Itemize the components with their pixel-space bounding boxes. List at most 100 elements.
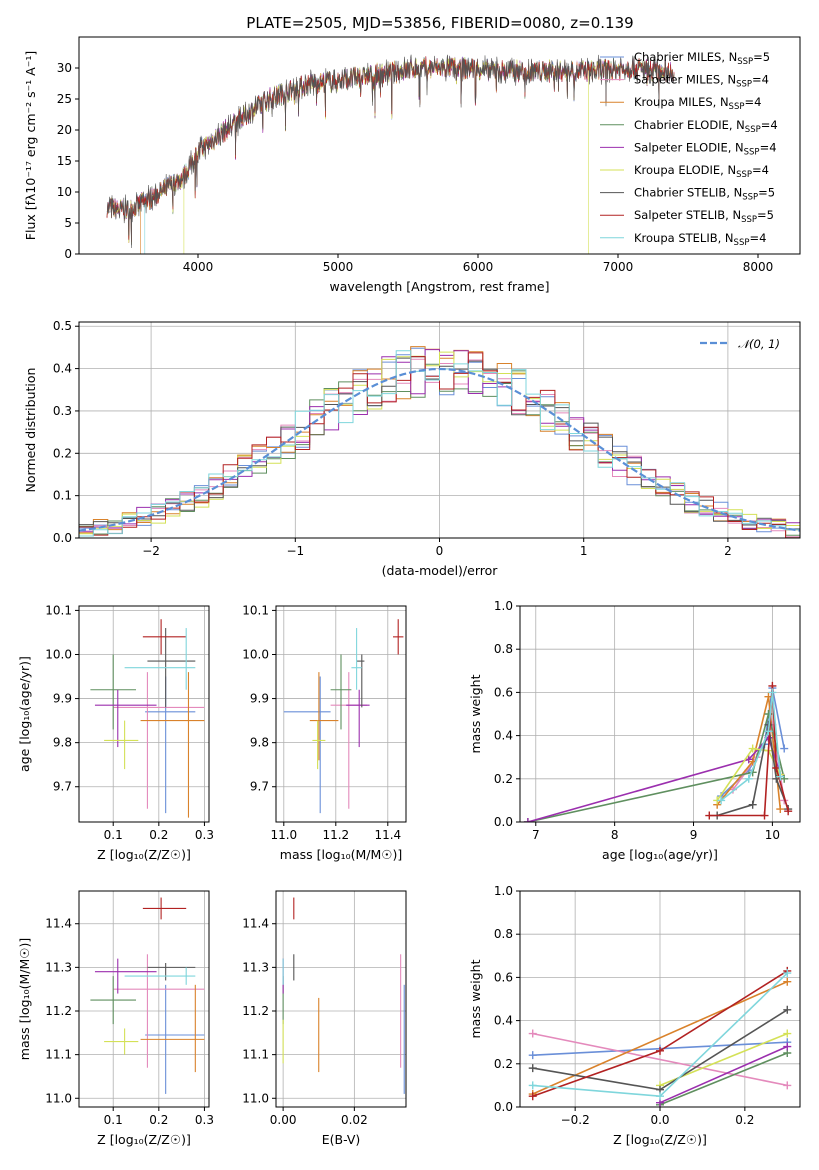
x-tick-label: 0.3: [195, 828, 214, 842]
legend-label: 𝒩(0, 1): [738, 337, 780, 351]
y-tick-label: 0.6: [494, 685, 513, 699]
y-tick-label: 0.2: [494, 1057, 513, 1071]
residual-histogram: [79, 350, 800, 537]
y-tick-label: 10.1: [242, 603, 269, 617]
x-tick-label: 7000: [603, 260, 634, 274]
axes-border: [78, 890, 210, 1108]
spectrum-panel: 4000 5000 6000 7000 8000 0 5 10 15 20 25 30 waveleng…: [23, 36, 801, 294]
residuals-panel: −2 −1 0 1 2 0.0 0.1 0.2 0.3 0.4 0.5 (data-model)/er…: [23, 319, 801, 578]
weight-line: [716, 696, 782, 810]
weight-marker: [705, 811, 714, 820]
y-tick-label: 20: [57, 123, 72, 137]
x-tick-label: 0.2: [149, 1113, 168, 1127]
y-tick-label: 0.8: [494, 927, 513, 941]
x-tick-label: 0.0: [650, 1113, 669, 1127]
legend-label: Salpeter STELIB, NSSP=5: [634, 208, 774, 225]
weight-line: [532, 1032, 788, 1087]
weight-marker: [783, 1042, 792, 1051]
y-tick-label: 0.6: [494, 970, 513, 984]
y-tick-label: 11.3: [242, 960, 269, 974]
spectrum-line: [106, 54, 675, 249]
mass-vs-metallicity-panel: 0.1 0.2 0.3 11.0 11.1 11.2 11.3 11.4 Z [log₁₀(Z/…: [17, 890, 214, 1147]
x-axis-label: wavelength [Angstrom, rest frame]: [329, 279, 549, 294]
x-tick-label: 0.2: [149, 828, 168, 842]
plot-area: [528, 966, 792, 1107]
y-tick-label: 1.0: [494, 884, 513, 898]
y-tick-label: 10: [57, 185, 72, 199]
axes-frame: −2 −1 0 1 2 0.0 0.1 0.2 0.3 0.4 0.5 (data-model)/er…: [23, 319, 801, 578]
weight-line: [527, 713, 785, 822]
legend-label: Salpeter ELODIE, NSSP=4: [634, 140, 777, 157]
y-tick-label: 30: [57, 61, 72, 75]
y-tick-label: 10.1: [45, 603, 72, 617]
y-tick-label: 9.7: [250, 780, 269, 794]
y-tick-label: 11.0: [242, 1091, 269, 1105]
legend-label: Kroupa MILES, NSSP=4: [634, 95, 761, 112]
legend-label: Kroupa ELODIE, NSSP=4: [634, 163, 769, 180]
x-tick-label: 7: [532, 828, 540, 842]
x-tick-label: 8: [611, 828, 619, 842]
x-axis-label: Z [log₁₀(Z/Z☉)]: [97, 847, 191, 862]
y-tick-label: 0.3: [53, 404, 72, 418]
y-tick-label: 11.1: [45, 1048, 72, 1062]
x-tick-label: 0.1: [104, 1113, 123, 1127]
x-tick-label: 11.2: [322, 828, 349, 842]
mass-weight-vs-metallicity-panel: −0.2 0.0 0.2 0.0 0.2 0.4 0.6 0.8 1.0 Z [log₁₀(Z/Z…: [468, 884, 801, 1147]
y-tick-label: 0.4: [494, 1014, 513, 1028]
y-axis-label: mass weight: [468, 674, 483, 753]
weight-line: [659, 1045, 788, 1104]
legend-label: Chabrier ELODIE, NSSP=4: [634, 118, 778, 135]
weight-line: [659, 1052, 788, 1106]
weight-marker: [748, 744, 757, 753]
x-axis-label: E(B-V): [322, 1132, 361, 1147]
weight-marker: [783, 1005, 792, 1014]
x-tick-label: −1: [286, 544, 304, 558]
axes-border: [519, 605, 801, 823]
x-tick-label: 0.3: [195, 1113, 214, 1127]
x-tick-label: 0.02: [341, 1113, 368, 1127]
y-tick-label: 11.1: [242, 1048, 269, 1062]
mass-vs-ebv-panel: 0.00 0.02 11.0 11.1 11.2 11.3 11.4 E(B-V): [242, 890, 407, 1147]
weight-marker: [528, 1051, 537, 1060]
spectrum-title: PLATE=2505, MJD=53856, FIBERID=0080, z=0…: [246, 14, 633, 32]
weight-line: [527, 736, 782, 822]
axes-frame: 4000 5000 6000 7000 8000 0 5 10 15 20 25 30 waveleng…: [23, 36, 801, 294]
y-tick-label: 11.2: [242, 1004, 269, 1018]
x-tick-label: 9: [690, 828, 698, 842]
y-tick-label: 9.9: [250, 692, 269, 706]
plot-area: [283, 619, 404, 814]
y-tick-label: 0.8: [494, 642, 513, 656]
weight-marker: [760, 811, 769, 820]
x-tick-label: 1: [580, 544, 588, 558]
x-tick-label: 5000: [323, 260, 354, 274]
axes-frame: 7 8 9 10 0.0 0.2 0.4 0.6 0.8 1.0 age [log₁₀(age/yr…: [468, 599, 801, 862]
y-tick-label: 0.2: [53, 446, 72, 460]
weight-marker: [776, 772, 785, 781]
y-axis-label: Normed distribution: [23, 368, 38, 493]
axes-border: [78, 36, 801, 255]
y-tick-label: 11.2: [45, 1004, 72, 1018]
y-tick-label: 11.4: [45, 917, 72, 931]
legend: Chabrier MILES, NSSP=5 Salpeter MILES, NS…: [600, 50, 778, 248]
age-vs-mass-panel: 11.0 11.2 11.4 9.7 9.8 9.9 10.0 10.1 mass [log₁₀…: [242, 603, 407, 862]
y-tick-label: 0.0: [494, 815, 513, 829]
weight-marker: [768, 688, 777, 697]
weight-marker: [783, 977, 792, 986]
axes-border: [78, 605, 210, 823]
age-vs-metallicity-panel: 0.1 0.2 0.3 9.7 9.8 9.9 10.0 10.1 Z [log₁₀(Z/Z☉)…: [17, 603, 214, 862]
weight-marker: [783, 1029, 792, 1038]
y-tick-label: 11.0: [45, 1091, 72, 1105]
plot-area: [106, 54, 675, 254]
plot-area: [282, 897, 405, 1094]
weight-marker: [528, 1092, 537, 1101]
x-tick-label: −0.2: [561, 1113, 590, 1127]
plot-area: [523, 681, 793, 822]
y-axis-label: Flux [fλ10⁻¹⁷ erg cm⁻² s⁻¹ A⁻¹]: [23, 51, 38, 240]
x-tick-label: 0.00: [270, 1113, 297, 1127]
x-axis-label: Z [log₁₀(Z/Z☉)]: [97, 1132, 191, 1147]
x-tick-label: 2: [724, 544, 732, 558]
axes-border: [78, 321, 801, 539]
x-axis-label: age [log₁₀(age/yr)]: [602, 847, 718, 862]
y-tick-label: 9.7: [53, 780, 72, 794]
x-tick-label: 0: [436, 544, 444, 558]
